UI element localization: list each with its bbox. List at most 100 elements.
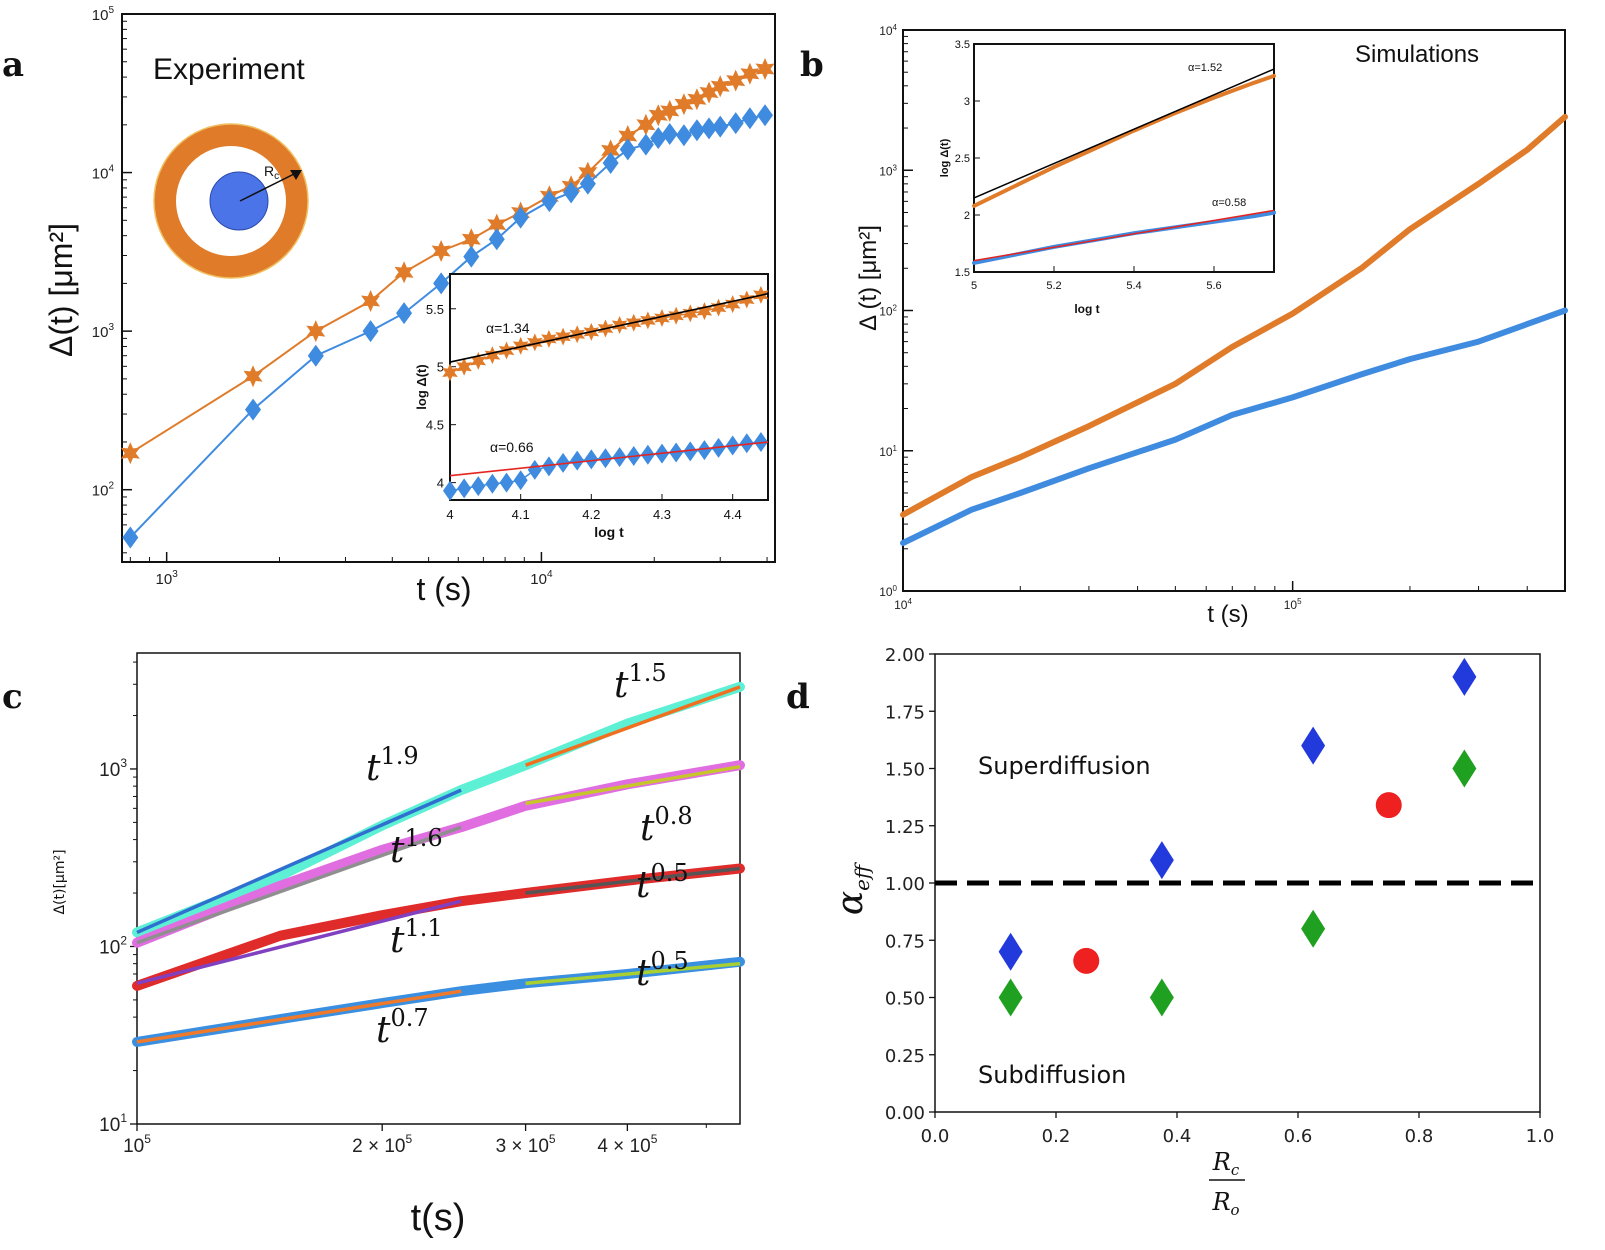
diamond-marker bbox=[541, 190, 558, 213]
inset-y-tick-label: 3 bbox=[964, 96, 970, 108]
inset-star-marker bbox=[724, 295, 741, 314]
inset-x-tick-label: 5.6 bbox=[1206, 280, 1221, 292]
diamond-marker bbox=[122, 526, 139, 549]
panel-a-frame bbox=[121, 13, 776, 563]
fit-line-1 bbox=[136, 788, 462, 935]
inset-fit-line-1 bbox=[449, 292, 769, 363]
fit-line-4 bbox=[525, 764, 741, 806]
subdiffusion-label: Subdiffusion bbox=[978, 1061, 1126, 1089]
diamond-marker bbox=[741, 107, 758, 130]
fit-line-2 bbox=[524, 685, 741, 767]
inset-star-marker bbox=[555, 327, 571, 346]
inset-star-marker bbox=[682, 304, 699, 323]
inset-x-tick-label: 4.4 bbox=[724, 507, 742, 522]
inset-diamond-marker bbox=[584, 449, 599, 470]
inset-star-marker bbox=[512, 336, 529, 355]
fit-line-6 bbox=[525, 866, 741, 895]
inset-fit-line-2 bbox=[973, 209, 1275, 262]
panel-c: c 101 102 103 105 2 × 105 3 × 105 4 × 105 t(s… bbox=[2, 652, 745, 1239]
inset-diamond-marker bbox=[527, 459, 542, 480]
panel-b-x-label: t (s) bbox=[1207, 601, 1248, 628]
y-tick-label: 1.75 bbox=[885, 702, 925, 723]
diamond-marker bbox=[488, 228, 505, 251]
inset-star-marker bbox=[654, 309, 670, 327]
inset-y-tick-label: 5 bbox=[437, 360, 444, 375]
inset-series-line-1 bbox=[972, 73, 1276, 208]
diamond-marker bbox=[563, 181, 580, 204]
inset-b-fit-label-1: α=1.52 bbox=[1188, 62, 1222, 74]
inset-star-marker bbox=[739, 290, 755, 309]
inset-fit-line-2 bbox=[449, 441, 769, 477]
inset-a-ticks: 4 4.1 4.2 4.3 4.4 4 4.5 5 5.5 bbox=[426, 302, 742, 522]
diamond-marker bbox=[1149, 978, 1174, 1017]
inset-star-marker bbox=[484, 346, 501, 365]
inset-diamond-marker bbox=[443, 480, 457, 501]
fit-line-8 bbox=[525, 961, 741, 986]
inset-a-x-label: log t bbox=[594, 524, 624, 540]
exponent-annotation: t1.9 bbox=[366, 742, 419, 789]
inner-disk bbox=[209, 171, 269, 231]
inset-diamond-marker bbox=[499, 472, 514, 493]
diamond-marker bbox=[1452, 749, 1477, 788]
diamond-marker bbox=[1301, 726, 1326, 765]
inset-star-marker bbox=[640, 311, 656, 330]
panel-d-y-ticks: 0.00 0.25 0.50 0.75 1.00 1.25 1.50 1.75 2.00 bbox=[885, 645, 935, 1124]
inset-star-marker bbox=[710, 298, 727, 317]
diamond-marker bbox=[998, 978, 1023, 1017]
panel-d-x-ticks: 0.0 0.2 0.4 0.6 0.8 1.0 bbox=[921, 1112, 1555, 1147]
star-marker bbox=[120, 442, 140, 465]
star-marker bbox=[431, 240, 451, 262]
inset-y-tick-label: 2.5 bbox=[955, 153, 970, 165]
panel-letter-c: c bbox=[2, 677, 23, 717]
inset-star-marker bbox=[668, 306, 684, 325]
star-marker bbox=[461, 228, 481, 251]
inset-x-tick-label: 4.1 bbox=[512, 507, 530, 522]
panel-c-y-label: Δ(t)[μm²] bbox=[52, 849, 68, 914]
diamond-marker bbox=[661, 123, 678, 146]
inset-star-marker bbox=[442, 363, 458, 382]
x-tick-label: 0.4 bbox=[1163, 1126, 1192, 1147]
panel-c-x-ticks: 105 2 × 105 3 × 105 4 × 105 bbox=[123, 1124, 707, 1157]
diamond-marker bbox=[675, 124, 692, 147]
x-tick-label: 1.0 bbox=[1526, 1126, 1555, 1147]
diamond-marker bbox=[712, 115, 729, 138]
y-tick-label: 102 bbox=[92, 481, 115, 500]
x-tick-label: 103 bbox=[156, 569, 179, 588]
panel-letter-d: d bbox=[786, 677, 810, 717]
panel-b-y-ticks: 100 101 102 103 104 bbox=[879, 23, 913, 599]
outer-ring-edge bbox=[153, 123, 309, 279]
x-tick-label: 0.8 bbox=[1405, 1126, 1434, 1147]
circle-marker bbox=[1375, 792, 1402, 819]
diamond-marker bbox=[1149, 841, 1174, 880]
star-marker bbox=[487, 213, 507, 236]
inset-b-series bbox=[972, 68, 1276, 265]
panel-d-x-label: Rc Ro bbox=[1209, 1148, 1245, 1219]
exponent-annotation: t0.8 bbox=[640, 802, 693, 849]
panel-a-x-label: t (s) bbox=[416, 571, 471, 607]
panel-letter-a: a bbox=[2, 45, 24, 85]
diamond-marker bbox=[396, 302, 413, 325]
diamond-marker bbox=[701, 117, 718, 140]
inset-b-fit-label-2: α=0.58 bbox=[1212, 197, 1246, 209]
x-tick-label: 0.0 bbox=[921, 1126, 950, 1147]
y-tick-label: 103 bbox=[99, 756, 127, 781]
inset-star-marker bbox=[470, 351, 487, 370]
inset-a-fit-label-1: α=1.34 bbox=[486, 320, 530, 336]
x-label-denominator: Ro bbox=[1211, 1188, 1239, 1219]
panel-c-x-label: t(s) bbox=[411, 1197, 466, 1239]
star-marker bbox=[660, 99, 680, 122]
inset-star-marker bbox=[456, 357, 472, 376]
panel-b-y-label: Δ (t) [μm²] bbox=[855, 225, 882, 331]
inset-x-tick-label: 5 bbox=[971, 280, 977, 292]
inset-diamond-marker bbox=[471, 476, 486, 497]
inset-x-tick-label: 4.2 bbox=[582, 507, 600, 522]
panel-c-y-ticks: 101 102 103 bbox=[99, 661, 137, 1136]
inset-diamond-marker bbox=[485, 473, 500, 494]
y-tick-label: 0.75 bbox=[885, 931, 925, 952]
star-marker bbox=[361, 290, 381, 312]
y-tick-label: 1.25 bbox=[885, 817, 925, 838]
y-tick-label: 104 bbox=[92, 164, 115, 183]
y-tick-label: 102 bbox=[99, 933, 127, 958]
fit-line-5 bbox=[136, 899, 462, 986]
y-tick-label: 101 bbox=[99, 1111, 127, 1136]
